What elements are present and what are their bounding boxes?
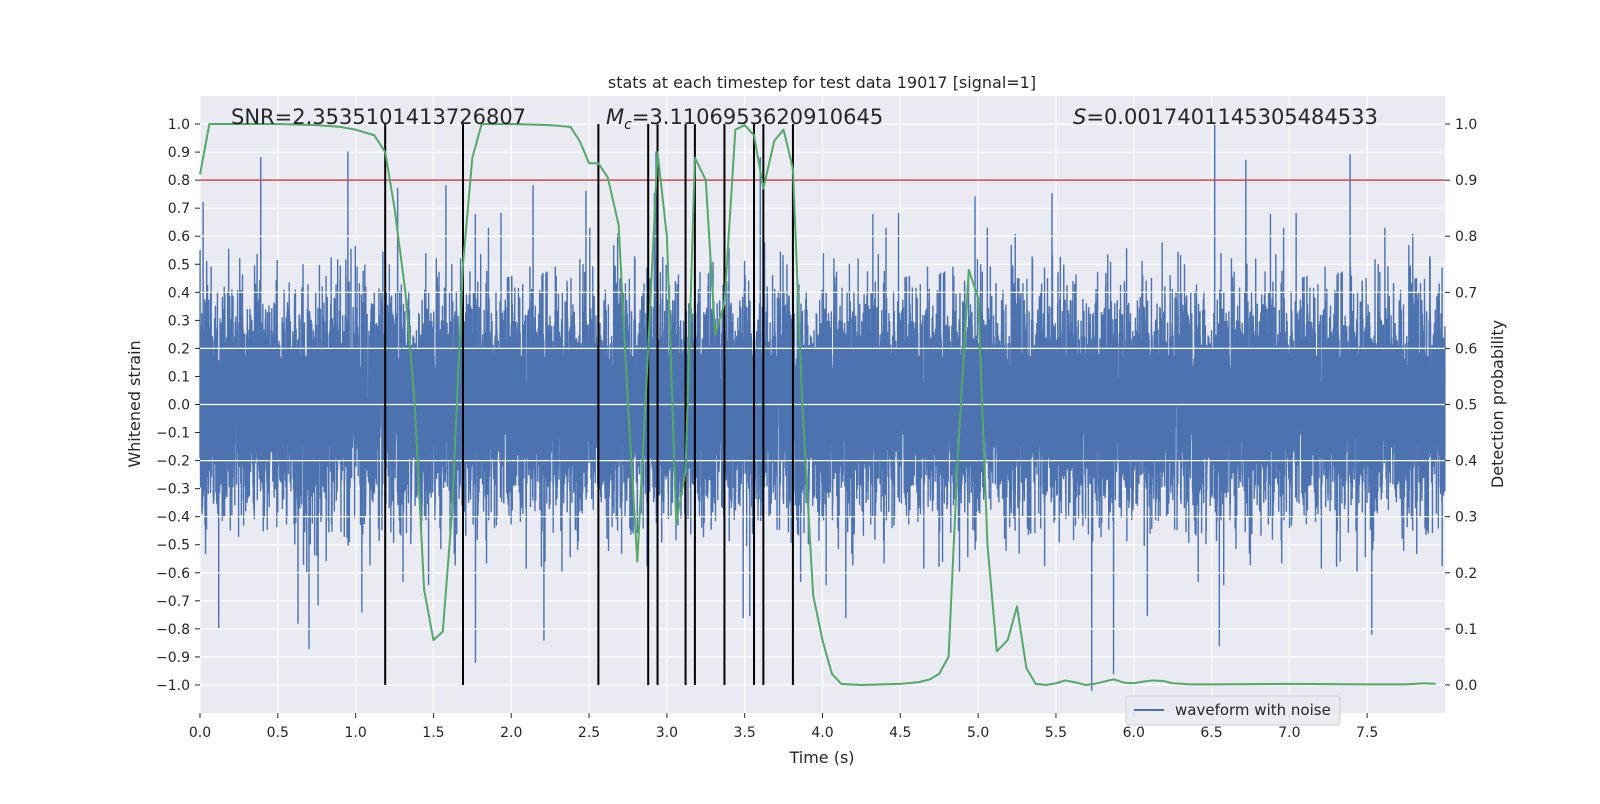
- y2-tick-label: 0.6: [1455, 341, 1477, 357]
- y-tick-label: −0.3: [156, 482, 190, 498]
- legend: waveform with noise: [1125, 695, 1341, 726]
- event-lines-layer: [384, 124, 794, 685]
- y-axis-label: Whitened strain: [125, 340, 144, 467]
- y-tick-label: 0.5: [168, 257, 190, 273]
- legend-box: [1125, 695, 1341, 726]
- y-tick-label: −0.9: [156, 650, 190, 666]
- y2-tick-label: 0.1: [1455, 622, 1477, 638]
- x-tick-label: 6.5: [1200, 725, 1222, 741]
- x-tick-label: 7.5: [1356, 725, 1378, 741]
- y-tick-label: −0.4: [156, 510, 190, 526]
- waveform-with-noise-line: [199, 123, 1446, 692]
- y2-tick-label: 0.5: [1455, 398, 1477, 414]
- y-ticks-right: 0.0 0.1 0.2 0.3 0.4 0.5 0.6 0.7 0.8 0.9 1.0: [1445, 117, 1477, 694]
- x-tick-label: 5.0: [967, 725, 989, 741]
- y2-tick-label: 0.3: [1455, 510, 1477, 526]
- x-tick-label: 6.0: [1123, 725, 1145, 741]
- y-tick-label: −0.8: [156, 622, 190, 638]
- y2-tick-label: 0.7: [1455, 285, 1477, 301]
- y2-tick-label: 1.0: [1455, 117, 1477, 133]
- x-tick-label: 7.0: [1278, 725, 1300, 741]
- y2-tick-label: 0.8: [1455, 229, 1477, 245]
- x-tick-label: 1.0: [344, 725, 366, 741]
- y-tick-label: 0.1: [168, 369, 190, 385]
- y-ticks-left: −1.0 −0.9 −0.8 −0.7 −0.6 −0.5 −0.4 −0.3 −0.2 −0.1…: [156, 117, 200, 694]
- y-tick-label: 0.4: [168, 285, 190, 301]
- s-annotation: S=0.0017401145305484533: [1073, 105, 1378, 129]
- mc-subscript: c: [624, 117, 632, 133]
- y2-tick-label: 0.2: [1455, 566, 1477, 582]
- y-tick-label: 0.3: [168, 313, 190, 329]
- y2-tick-label: 0.0: [1455, 678, 1477, 694]
- x-tick-label: 2.0: [500, 725, 522, 741]
- y-tick-label: −0.6: [156, 566, 190, 582]
- x-tick-label: 4.0: [811, 725, 833, 741]
- y-tick-label: −0.1: [156, 426, 190, 442]
- x-tick-label: 3.5: [734, 725, 756, 741]
- s-symbol: S: [1073, 105, 1086, 129]
- y-tick-label: 0.8: [168, 173, 190, 189]
- y-tick-label: −0.7: [156, 594, 190, 610]
- y-tick-label: 0.6: [168, 229, 190, 245]
- x-ticks: 0.0 0.5 1.0 1.5 2.0 2.5 3.0 3.5 4.0 4.5 5.0 5.5 6.0 6…: [189, 713, 1378, 741]
- x-tick-label: 0.0: [189, 725, 211, 741]
- y-tick-label: 0.7: [168, 201, 190, 217]
- snr-annotation: SNR=2.3535101413726807: [231, 105, 526, 129]
- x-tick-label: 1.5: [422, 725, 444, 741]
- waveform-layer: [199, 123, 1446, 692]
- y2-tick-label: 0.4: [1455, 454, 1477, 470]
- y2-axis-label: Detection probability: [1488, 320, 1507, 488]
- x-tick-label: 4.5: [889, 725, 911, 741]
- y-tick-label: −1.0: [156, 678, 190, 694]
- mc-symbol: M: [606, 105, 624, 129]
- x-tick-label: 0.5: [267, 725, 289, 741]
- probability-layer: [199, 123, 1436, 686]
- y2-tick-label: 0.9: [1455, 173, 1477, 189]
- y-tick-label: 1.0: [168, 117, 190, 133]
- y-tick-label: 0.9: [168, 145, 190, 161]
- chart-title: stats at each timestep for test data 190…: [608, 73, 1036, 92]
- y-tick-label: −0.2: [156, 454, 190, 470]
- detection-probability-line: [199, 123, 1436, 686]
- x-tick-label: 3.0: [656, 725, 678, 741]
- x-tick-label: 5.5: [1045, 725, 1067, 741]
- y-tick-label: 0.2: [168, 341, 190, 357]
- legend-label: waveform with noise: [1175, 701, 1331, 719]
- y-tick-label: 0.0: [168, 398, 190, 414]
- mc-annotation: Mc=3.1106953620910645: [606, 105, 883, 133]
- mc-value: =3.1106953620910645: [632, 105, 883, 129]
- y-tick-label: −0.5: [156, 538, 190, 554]
- x-tick-label: 2.5: [578, 725, 600, 741]
- s-value: =0.0017401145305484533: [1086, 105, 1378, 129]
- x-axis-label: Time (s): [788, 748, 854, 767]
